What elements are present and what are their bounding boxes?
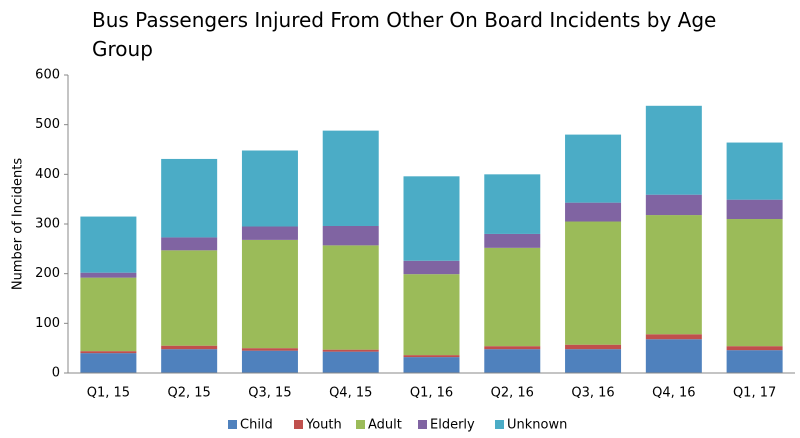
bar-segment	[565, 134, 622, 203]
bar-segment	[403, 355, 460, 358]
bar-segment	[403, 260, 460, 275]
legend-swatch	[356, 420, 365, 429]
x-tick-label: Q3, 16	[571, 386, 614, 401]
bar-segment	[80, 277, 137, 352]
bar-segment	[484, 174, 541, 234]
bar-segment	[403, 274, 460, 356]
bar-segment	[645, 194, 702, 216]
y-tick-label: 500	[35, 117, 60, 132]
y-tick-label: 600	[35, 68, 60, 83]
y-tick-label: 100	[35, 316, 60, 331]
x-tick-label: Q2, 16	[491, 386, 534, 401]
bar-segment	[161, 158, 218, 238]
legend-swatch	[418, 420, 427, 429]
legend-label: Adult	[368, 418, 402, 433]
bar-segment	[565, 344, 622, 350]
bar-segment	[484, 233, 541, 248]
bar-segment	[565, 349, 622, 373]
bar-segment	[726, 346, 783, 351]
bar-segment	[322, 225, 379, 246]
bar-segment	[80, 216, 137, 273]
bar-segment	[484, 346, 541, 350]
bar-segment	[241, 226, 298, 240]
x-tick-label: Q2, 15	[168, 386, 211, 401]
bar-segment	[484, 349, 541, 373]
bar-segment	[241, 348, 298, 351]
y-axis-label: Number of Incidents	[11, 158, 26, 290]
bar-segment	[322, 351, 379, 373]
bar-segment	[645, 215, 702, 335]
bar-segment	[322, 349, 379, 352]
bar-segment	[322, 245, 379, 350]
bar-segment	[161, 345, 218, 350]
bar-segment	[565, 221, 622, 345]
x-tick-label: Q1, 15	[87, 386, 130, 401]
bar-segment	[241, 150, 298, 227]
bar-segment	[726, 219, 783, 347]
chart-title: Bus Passengers Injured From Other On Boa…	[92, 8, 717, 61]
legend-swatch	[228, 420, 237, 429]
bar-segment	[726, 142, 783, 200]
bar-segment	[80, 272, 137, 278]
bar-segment	[80, 351, 137, 354]
bar-segment	[726, 199, 783, 220]
bar-segment	[322, 130, 379, 226]
y-tick-label: 200	[35, 266, 60, 281]
bar-segment	[161, 349, 218, 373]
x-tick-label: Q1, 16	[410, 386, 453, 401]
bar-segment	[484, 247, 541, 347]
bar-segment	[403, 176, 460, 261]
y-tick-label: 0	[52, 366, 60, 381]
bar-segment	[241, 350, 298, 373]
y-tick-label: 400	[35, 167, 60, 182]
legend-swatch	[495, 420, 504, 429]
bar-segment	[645, 334, 702, 340]
bar-segment	[161, 237, 218, 251]
bar-segment	[565, 202, 622, 222]
bar-segment	[80, 353, 137, 373]
x-tick-label: Q1, 17	[733, 386, 776, 401]
x-tick-label: Q3, 15	[248, 386, 291, 401]
legend-label: Elderly	[430, 418, 475, 433]
legend-swatch	[294, 420, 303, 429]
legend-label: Unknown	[507, 418, 567, 433]
bar-segment	[161, 250, 218, 346]
bar-segment	[241, 239, 298, 349]
legend-label: Child	[240, 418, 273, 433]
bar-segment	[645, 105, 702, 195]
legend-label: Youth	[305, 418, 342, 433]
x-tick-label: Q4, 16	[652, 386, 695, 401]
y-tick-label: 300	[35, 217, 60, 232]
bar-segment	[645, 339, 702, 373]
bar-segment	[726, 350, 783, 373]
bar-segment	[403, 357, 460, 373]
x-tick-label: Q4, 15	[329, 386, 372, 401]
